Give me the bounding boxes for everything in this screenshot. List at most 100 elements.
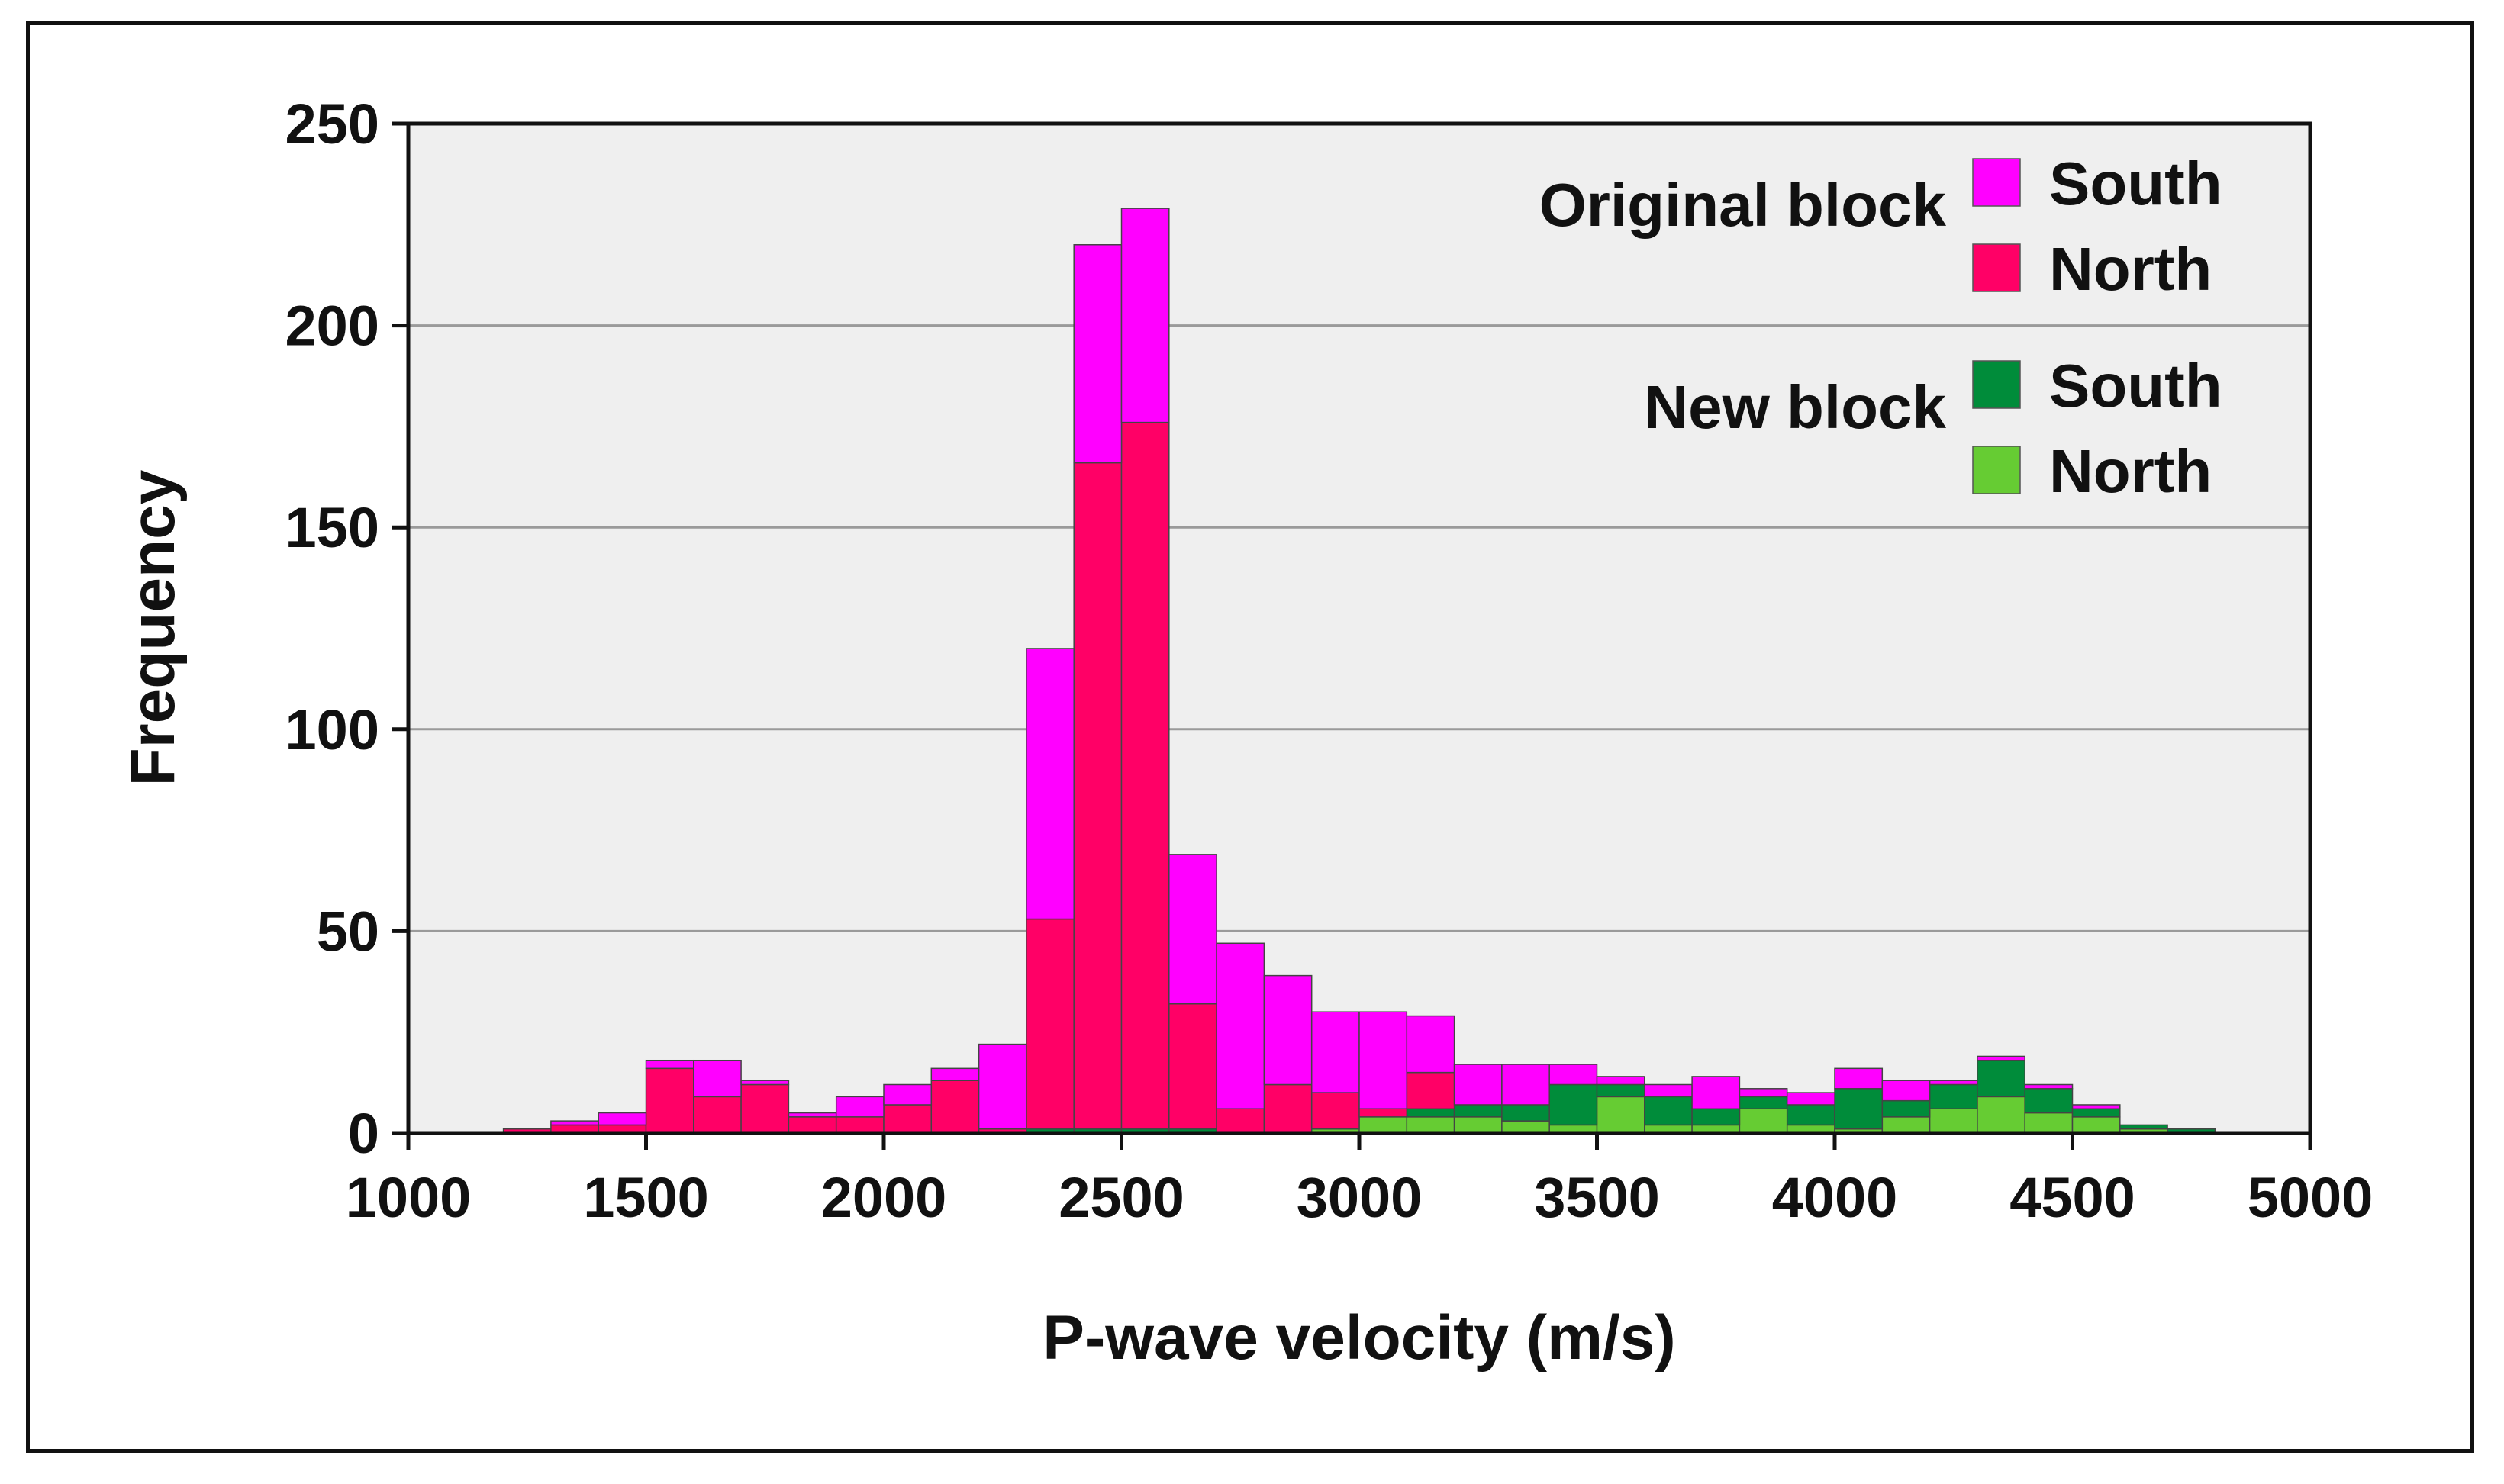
bar-original-block-north-1700 (740, 1083, 790, 1134)
x-tick-label-1500: 1500 (583, 1166, 709, 1229)
bar-original-block-south-3800 (1739, 1088, 1788, 1098)
bar-original-block-north-1800 (788, 1116, 837, 1134)
bar-new-block-south-4100 (1881, 1099, 1931, 1118)
bar-new-block-south-3800 (1739, 1096, 1788, 1109)
bar-original-block-south-2100 (930, 1067, 980, 1081)
bar-new-block-south-4400 (2024, 1088, 2074, 1114)
x-tick-label-2500: 2500 (1059, 1166, 1184, 1229)
bar-original-block-north-3000 (1358, 1108, 1408, 1118)
bar-new-block-north-3800 (1739, 1108, 1788, 1134)
bar-original-block-north-1500 (645, 1067, 694, 1134)
tick-layer: 1000 1500 2000 2500 3000 3500 4000 4500 5000 0 50 1… (285, 92, 2373, 1229)
bar-new-block-south-3200 (1453, 1104, 1503, 1118)
x-tick-label-2000: 2000 (821, 1166, 947, 1229)
x-tick-label-3500: 3500 (1534, 1166, 1660, 1229)
legend-label-original-block-north: North (2049, 235, 2212, 303)
bar-new-block-south-3100 (1406, 1108, 1455, 1118)
bar-original-block-south-1900 (835, 1096, 885, 1118)
y-tick-label-250: 250 (285, 92, 379, 156)
legend-label-original-block-south: South (2049, 150, 2222, 217)
bar-new-block-north-3000 (1358, 1116, 1408, 1134)
bar-new-block-south-3300 (1501, 1104, 1550, 1122)
bar-new-block-north-3100 (1406, 1116, 1455, 1134)
bar-original-block-south-2900 (1310, 1011, 1360, 1093)
bar-original-block-south-2300 (1026, 648, 1075, 920)
legend-label-new-block-north: North (2049, 437, 2212, 505)
bar-original-block-north-3100 (1406, 1071, 1455, 1109)
plot-area (408, 124, 2310, 1133)
bar-new-block-north-4300 (1977, 1096, 2025, 1134)
y-axis-title: Frequency (118, 469, 188, 786)
bar-original-block-south-3500 (1596, 1076, 1645, 1086)
y-tick-label-50: 50 (317, 900, 379, 963)
bar-original-block-north-2900 (1310, 1092, 1360, 1130)
legend-swatch-original-block-north (1972, 243, 2021, 292)
bar-original-block-south-3400 (1548, 1064, 1598, 1086)
y-tick-label-100: 100 (285, 698, 379, 761)
bar-original-block-south-2400 (1073, 244, 1123, 464)
bar-new-block-south-4600 (2119, 1124, 2168, 1130)
bar-new-block-south-3900 (1786, 1104, 1835, 1126)
bar-original-block-south-4200 (1929, 1080, 1978, 1086)
bar-original-block-south-1800 (788, 1112, 837, 1118)
x-tick-label-4500: 4500 (2009, 1166, 2135, 1229)
legend-swatch-new-block-south (1972, 360, 2021, 409)
x-tick-label-1000: 1000 (346, 1166, 472, 1229)
bar-original-block-south-3100 (1406, 1015, 1455, 1074)
bar-new-block-north-4400 (2024, 1112, 2074, 1134)
bar-original-block-south-3900 (1786, 1092, 1835, 1106)
bar-original-block-south-3000 (1358, 1011, 1408, 1109)
bar-original-block-south-3700 (1691, 1076, 1741, 1109)
bar-original-block-south-1300 (550, 1120, 599, 1126)
bar-original-block-north-2400 (1073, 462, 1123, 1130)
bar-new-block-south-4300 (1977, 1059, 2025, 1098)
bar-new-block-north-4200 (1929, 1108, 1978, 1134)
bar-original-block-north-2100 (930, 1080, 980, 1134)
bar-new-block-south-4200 (1929, 1083, 1978, 1109)
bar-original-block-north-2500 (1120, 421, 1170, 1130)
bar-new-block-south-4000 (1834, 1088, 1884, 1130)
bar-original-block-south-4500 (2071, 1104, 2121, 1109)
legend-group-label-original-block: Original block (1539, 171, 1947, 239)
bar-original-block-south-1600 (693, 1059, 742, 1098)
bar-new-block-south-3500 (1596, 1083, 1645, 1098)
bar-new-block-south-3600 (1644, 1096, 1693, 1126)
bar-new-block-north-4500 (2071, 1116, 2121, 1134)
grid-lines (408, 324, 2310, 932)
bar-original-block-south-2200 (978, 1043, 1027, 1130)
bar-original-block-south-2800 (1263, 974, 1313, 1086)
bar-new-block-south-4500 (2071, 1108, 2121, 1118)
bar-original-block-south-2000 (883, 1083, 933, 1106)
bar-original-block-south-2700 (1216, 942, 1265, 1109)
y-tick-label-200: 200 (285, 295, 379, 358)
bar-layer (502, 208, 2216, 1134)
bar-new-block-north-4100 (1881, 1116, 1931, 1134)
bar-original-block-north-2300 (1026, 918, 1075, 1130)
bar-original-block-south-4000 (1834, 1067, 1884, 1090)
legend-swatch-original-block-south (1972, 158, 2021, 207)
y-tick-label-0: 0 (348, 1102, 379, 1165)
legend-swatch-new-block-north (1972, 446, 2021, 494)
bar-original-block-south-4300 (1977, 1055, 2025, 1061)
bar-original-block-south-1400 (598, 1112, 647, 1126)
bar-original-block-north-1600 (693, 1096, 742, 1134)
bar-original-block-south-4100 (1881, 1080, 1931, 1102)
legend-group-label-new-block: New block (1644, 373, 1946, 441)
bar-new-block-north-3500 (1596, 1096, 1645, 1134)
bar-original-block-north-1900 (835, 1116, 885, 1134)
bar-original-block-south-2600 (1168, 854, 1217, 1005)
bar-original-block-south-1500 (645, 1059, 694, 1070)
bar-original-block-south-3600 (1644, 1083, 1693, 1098)
x-tick-label-4000: 4000 (1772, 1166, 1898, 1229)
bar-original-block-north-2600 (1168, 1003, 1217, 1130)
bar-original-block-north-2000 (883, 1104, 933, 1134)
bar-original-block-south-4400 (2024, 1083, 2074, 1090)
bar-original-block-south-2500 (1120, 208, 1170, 423)
bar-new-block-south-3700 (1691, 1108, 1741, 1126)
bar-new-block-south-3400 (1548, 1083, 1598, 1126)
x-tick-label-5000: 5000 (2248, 1166, 2373, 1229)
bar-new-block-north-3200 (1453, 1116, 1503, 1134)
legend-label-new-block-south: South (2049, 352, 2222, 420)
x-axis-title: P-wave velocity (m/s) (1043, 1303, 1675, 1373)
